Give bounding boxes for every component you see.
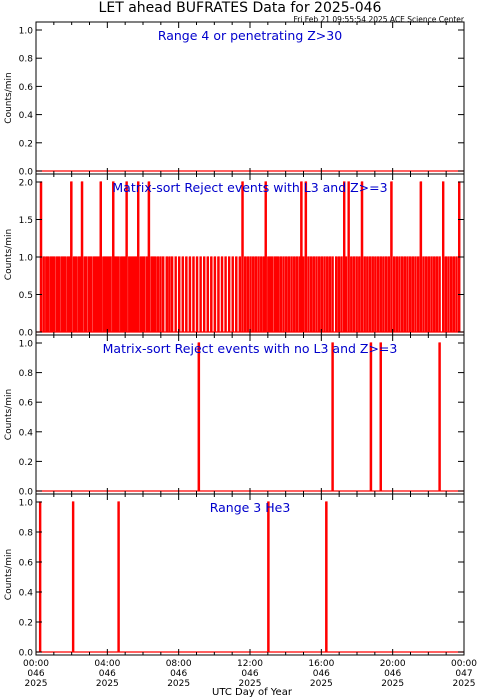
panel-frame (35, 493, 465, 656)
chart-title: LET ahead BUFRATES Data for 2025-046 (99, 0, 382, 16)
y-tick-label: 1.0 (19, 499, 34, 509)
x-tick-label: 046 (27, 669, 44, 679)
x-tick-label: 2025 (25, 679, 48, 689)
timestamp-label: Fri Feb 21 09:55:54 2025 ACE Science Cen… (293, 15, 464, 24)
panel-4: 0.0 0.2 0.4 0.6 0.8 1.0 Counts/min Range 3 He3 (4, 493, 465, 659)
y-tick-label: 0.6 (19, 399, 34, 409)
y-tick-label: 0.8 (19, 529, 34, 539)
x-tick-label: 2025 (239, 679, 262, 689)
x-tick-label: 20:00 (380, 659, 406, 669)
x-ticks-group: 00:00046202504:00046202508:00046202512:0… (23, 659, 477, 689)
x-tick-label: 046 (99, 669, 116, 679)
x-tick-label: 047 (455, 669, 472, 679)
panel-title: Matrix-sort Reject events with no L3 and… (103, 341, 398, 356)
x-axis-label: UTC Day of Year (212, 687, 293, 698)
y-tick-label: 0.2 (19, 458, 33, 468)
panel-title: Range 3 He3 (210, 500, 291, 515)
y-tick-label: 0.0 (19, 329, 34, 339)
x-tick-label: 16:00 (308, 659, 334, 669)
panel-3: 0.0 0.2 0.4 0.6 0.8 1.0 Counts/min Matrix-sort … (4, 334, 465, 498)
x-tick-label: 046 (313, 669, 330, 679)
panel-2: 0.0 0.5 1.0 1.5 2.0 Counts/min Matrix-sort Rej… (4, 173, 465, 339)
x-tick-label: 2025 (167, 679, 190, 689)
y-tick-label: 0.2 (19, 139, 33, 149)
panel-title: Matrix-sort Reject events with L3 and Z>… (112, 180, 387, 195)
x-tick-label: 046 (384, 669, 401, 679)
y-tick-label: 0.5 (19, 291, 33, 301)
y-tick-label: 1.0 (19, 27, 34, 37)
data-series-line (36, 501, 464, 653)
x-tick-label: 2025 (381, 679, 404, 689)
y-tick-label: 0.4 (19, 111, 34, 121)
panel-title: Range 4 or penetrating Z>30 (158, 28, 342, 43)
y-tick-label: 0.8 (19, 55, 34, 65)
y-tick-label: 0.6 (19, 559, 34, 569)
x-tick-label: 12:00 (237, 659, 263, 669)
panel-frame (35, 334, 465, 495)
y-tick-label: 0.4 (19, 589, 34, 599)
y-tick-label: 0.6 (19, 83, 34, 93)
x-tick-label: 046 (170, 669, 187, 679)
y-axis-label: Counts/min (4, 389, 14, 440)
x-tick-label: 2025 (453, 679, 476, 689)
x-tick-label: 04:00 (94, 659, 120, 669)
y-tick-label: 0.0 (19, 168, 34, 178)
x-tick-label: 2025 (310, 679, 333, 689)
y-tick-label: 1.5 (19, 216, 33, 226)
y-tick-label: 2.0 (19, 179, 34, 189)
x-tick-label: 00:00 (451, 659, 477, 669)
y-tick-label: 0.0 (19, 488, 34, 498)
x-tick-label: 046 (241, 669, 258, 679)
x-tick-label: 2025 (96, 679, 119, 689)
y-tick-label: 0.8 (19, 369, 34, 379)
x-tick-label: 00:00 (23, 659, 49, 669)
panel-1: 0.0 0.2 0.4 0.6 0.8 1.0 Counts/min Range 4 or p… (4, 21, 465, 178)
data-series-line (36, 342, 464, 492)
y-tick-label: 0.2 (19, 619, 33, 629)
y-axis-label: Counts/min (4, 229, 14, 280)
y-tick-label: 0.0 (19, 649, 34, 659)
panel-frame (35, 21, 465, 175)
y-axis-label: Counts/min (4, 549, 14, 600)
y-axis-label: Counts/min (4, 72, 14, 123)
y-tick-label: 0.4 (19, 428, 34, 438)
x-tick-label: 08:00 (166, 659, 192, 669)
y-tick-label: 1.0 (19, 340, 34, 350)
y-tick-label: 1.0 (19, 254, 34, 264)
panels-group: 0.0 0.2 0.4 0.6 0.8 1.0 Counts/min Range 4 or p… (4, 21, 465, 659)
